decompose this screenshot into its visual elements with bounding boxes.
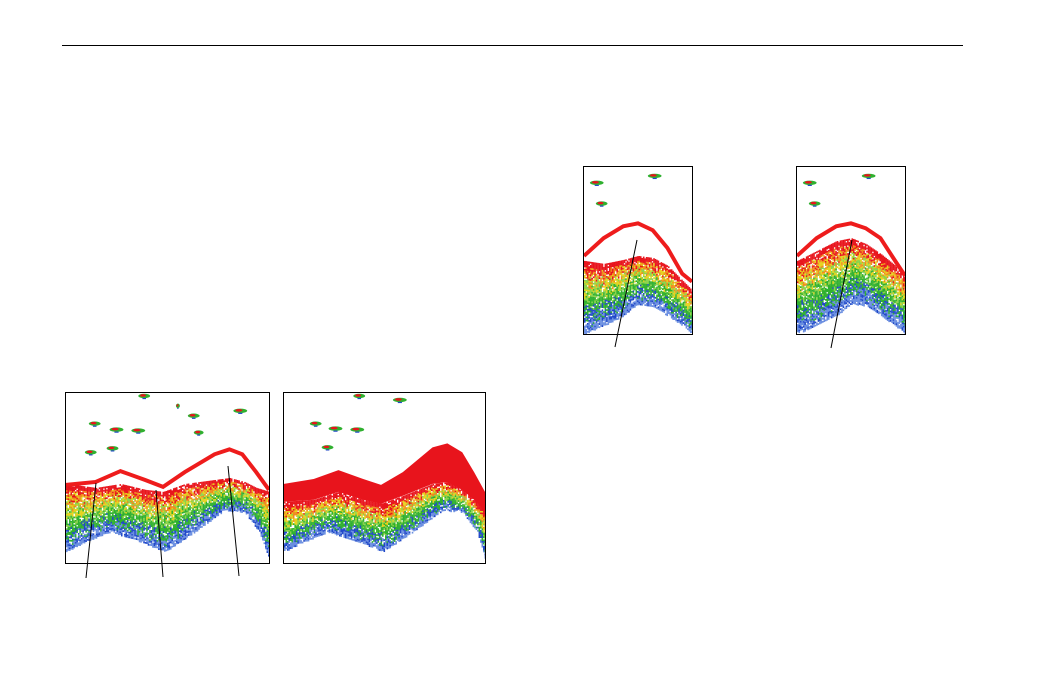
fish-echo <box>861 173 876 180</box>
fish-echo <box>187 413 200 419</box>
fish-echo <box>175 403 180 410</box>
header-rule <box>62 45 963 46</box>
fish-echo <box>109 427 124 433</box>
bottom-trace-filled <box>284 443 485 512</box>
fish-echo <box>233 408 248 414</box>
fish-echo <box>589 180 604 186</box>
fish-echo <box>138 393 151 400</box>
sonar-echo-field <box>584 256 692 334</box>
bottom-trace-line <box>66 447 269 492</box>
bottom-trace-line <box>797 221 905 277</box>
sonar-echo-field <box>66 478 269 557</box>
fish-echo <box>808 201 821 207</box>
fish-echo <box>131 428 146 434</box>
fish-echo <box>88 421 101 427</box>
fish-echo <box>350 427 365 433</box>
fish-echo <box>84 450 97 456</box>
fish-echo <box>353 393 366 400</box>
bottom-trace-line <box>584 221 692 284</box>
fish-echo <box>802 180 817 186</box>
sonar-panel-c <box>583 166 693 335</box>
fish-echo <box>392 397 407 404</box>
sonar-panel-b <box>283 392 486 564</box>
fish-echo <box>309 421 322 427</box>
fish-echo <box>321 445 334 451</box>
fish-echo <box>106 446 119 452</box>
fish-echo <box>595 201 608 207</box>
sonar-panel-d <box>796 166 906 335</box>
fish-echo <box>328 426 343 432</box>
sonar-panel-a <box>65 392 270 564</box>
fish-echo <box>647 173 662 180</box>
sonar-echo-field <box>284 481 485 559</box>
fish-echo <box>193 430 204 436</box>
